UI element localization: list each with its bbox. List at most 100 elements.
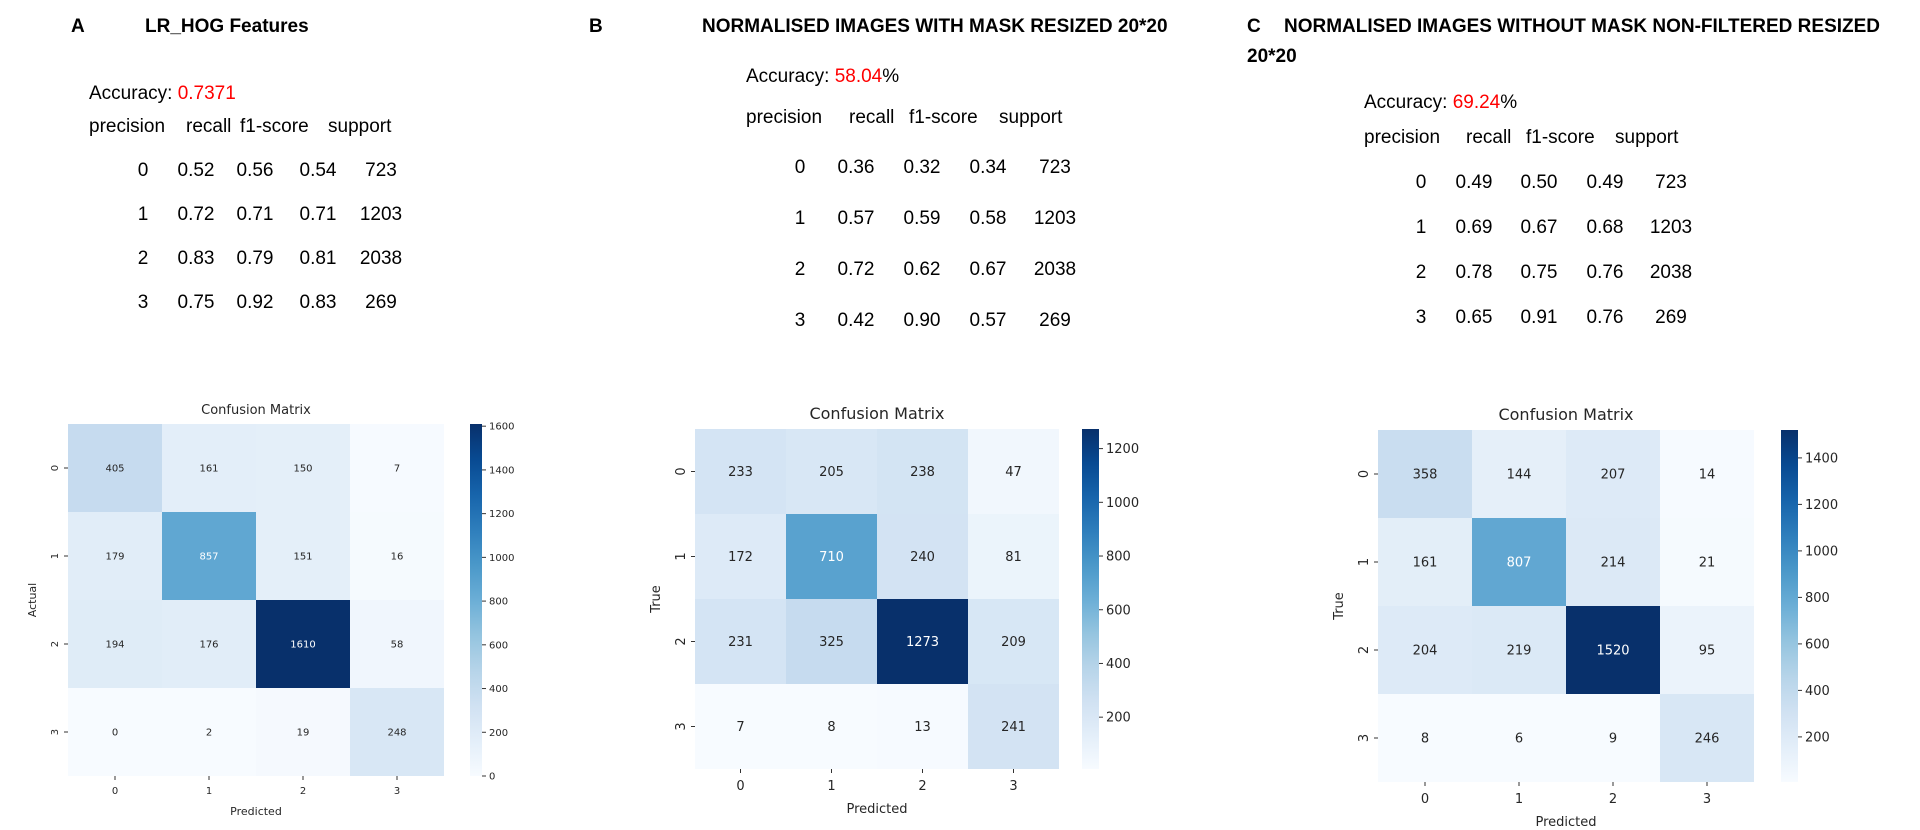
report-cell: 0.75 [177, 292, 215, 313]
heatmap-cell [1566, 606, 1660, 694]
report-cell: 0.52 [177, 160, 215, 181]
colorbar [1082, 429, 1099, 769]
heatmap-cell [877, 599, 968, 684]
heatmap-cell [786, 599, 877, 684]
heatmap-cell [695, 684, 786, 769]
heatmap-cell [786, 429, 877, 514]
accuracy-value: 0.7371 [177, 83, 236, 104]
y-tick-label: 0 [1357, 470, 1372, 478]
panel-title-c-line2: 20*20 [1247, 46, 1297, 67]
cell-value-label: 710 [819, 550, 844, 565]
colorbar-tick-label: 200 [489, 728, 508, 739]
heatmap-cell [350, 424, 444, 512]
colorbar-tick-label: 1200 [489, 509, 514, 520]
heatmap-cell [695, 599, 786, 684]
cell-value-label: 16 [391, 552, 404, 563]
cell-value-label: 13 [914, 720, 931, 735]
report-cell: 0 [794, 157, 806, 178]
report-cell: 269 [1655, 307, 1687, 328]
cell-value-label: 58 [391, 640, 404, 651]
chart-title: Confusion Matrix [1498, 405, 1633, 424]
colorbar-tick-label: 800 [1805, 591, 1830, 606]
x-axis-label: Predicted [1535, 815, 1596, 830]
report-header-cell: f1-score [1526, 127, 1595, 148]
y-tick-label: 1 [1357, 558, 1372, 566]
heatmap-cell [1378, 518, 1472, 606]
colorbar [470, 424, 482, 776]
report-cell: 0.71 [236, 204, 274, 225]
report-header-cell: support [999, 107, 1063, 128]
colorbar-tick-label: 800 [1106, 550, 1131, 565]
heatmap-cell [256, 424, 350, 512]
report-cell: 0.76 [1586, 262, 1624, 283]
heatmap-cell [1472, 430, 1566, 518]
report-cell: 1203 [1649, 217, 1693, 238]
report-cell: 2038 [1649, 262, 1693, 283]
heatmap-cell [1378, 606, 1472, 694]
heatmap-cell [162, 600, 256, 688]
x-tick-label: 2 [300, 786, 306, 797]
heatmap-cell [350, 688, 444, 776]
heatmap-cell [1566, 694, 1660, 782]
heatmap-cell [1660, 694, 1754, 782]
colorbar-tick-label: 600 [1805, 637, 1830, 652]
report-cell: 0.69 [1455, 217, 1493, 238]
report-header-cell: f1-score [909, 107, 978, 128]
heatmap-cell [695, 429, 786, 514]
colorbar-tick-label: 1600 [489, 422, 514, 433]
heatmap-cell [1566, 430, 1660, 518]
report-header-cell: f1-score [240, 116, 309, 137]
accuracy-label: Accuracy: [746, 66, 835, 87]
heatmap-cell [68, 424, 162, 512]
colorbar-tick-label: 1000 [489, 553, 514, 564]
cell-value-label: 209 [1001, 635, 1026, 650]
y-axis-label: True [649, 585, 664, 614]
heatmap-cell [68, 688, 162, 776]
report-cell: 0.78 [1455, 262, 1493, 283]
heatmap-cell [877, 514, 968, 599]
y-tick-label: 3 [674, 722, 689, 730]
report-cell: 0.75 [1520, 262, 1558, 283]
accuracy-label: Accuracy: [89, 83, 178, 104]
report-cell: 0.79 [236, 248, 274, 269]
cell-value-label: 205 [819, 465, 844, 480]
cell-value-label: 8 [827, 720, 835, 735]
colorbar-tick-label: 1200 [1805, 498, 1838, 513]
colorbar-tick-label: 400 [1106, 657, 1131, 672]
cell-value-label: 358 [1413, 468, 1438, 483]
report-cell: 723 [1655, 172, 1687, 193]
report-cell: 1203 [359, 204, 403, 225]
colorbar-tick-label: 1000 [1106, 496, 1139, 511]
y-tick-label: 1 [674, 552, 689, 560]
report-cell: 0.90 [903, 310, 941, 331]
cell-value-label: 172 [728, 550, 753, 565]
report-cell: 0.57 [837, 208, 875, 229]
colorbar-tick-label: 200 [1805, 730, 1830, 745]
panel-letter-a: A [71, 16, 85, 37]
y-tick-label: 0 [50, 465, 61, 471]
report-cell: 723 [365, 160, 397, 181]
colorbar-tick-label: 400 [489, 684, 508, 695]
report-cell: 1 [794, 208, 806, 229]
cell-value-label: 2 [206, 728, 212, 739]
heatmap-cell [162, 512, 256, 600]
cell-value-label: 144 [1507, 468, 1532, 483]
x-tick-label: 3 [1703, 792, 1711, 807]
report-cell: 1 [1415, 217, 1427, 238]
cell-value-label: 248 [387, 728, 406, 739]
cell-value-label: 161 [199, 464, 218, 475]
report-cell: 0.49 [1455, 172, 1493, 193]
x-tick-label: 0 [736, 779, 744, 794]
y-tick-label: 2 [50, 641, 61, 647]
report-cell: 3 [794, 310, 806, 331]
report-cell: 0.81 [299, 248, 337, 269]
panel-letter-b: B [589, 16, 603, 37]
cell-value-label: 405 [105, 464, 124, 475]
heatmap-cell [786, 684, 877, 769]
x-tick-label: 0 [112, 786, 118, 797]
cell-value-label: 219 [1507, 644, 1532, 659]
report-cell: 0.58 [969, 208, 1007, 229]
heatmap-cell [256, 512, 350, 600]
colorbar-tick-label: 400 [1805, 684, 1830, 699]
